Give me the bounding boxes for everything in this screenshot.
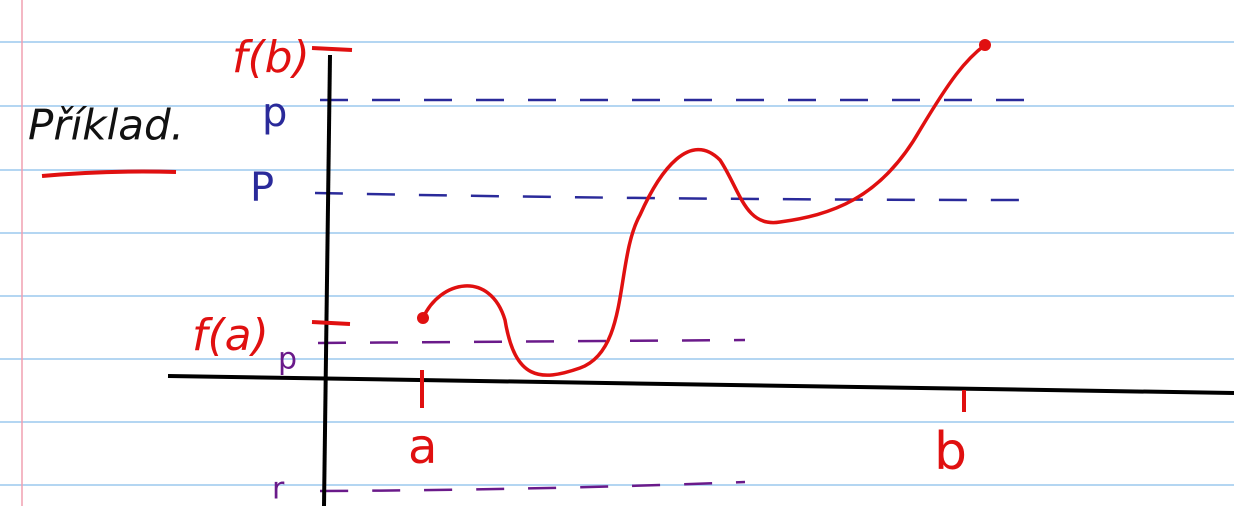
function-curve: [423, 45, 985, 375]
heading: Příklad.: [28, 101, 184, 150]
label-b: b: [934, 422, 967, 482]
label-f-b: f(b): [232, 32, 310, 83]
label-r: r: [272, 472, 285, 507]
label-p-low: p: [278, 342, 297, 377]
axes: [168, 48, 1234, 506]
label-f-a: f(a): [192, 310, 269, 361]
notebook-page: Příklad. f(b) p P f(a) p r a b: [0, 0, 1234, 506]
page: Příklad. f(b) p P f(a) p r a b (() => { …: [0, 0, 1234, 506]
start-point: [417, 312, 429, 324]
label-p-mid: P: [250, 165, 274, 211]
end-point: [979, 39, 991, 51]
label-p-top: p: [262, 90, 287, 136]
heading-underline: [42, 172, 176, 177]
label-a: a: [408, 419, 437, 475]
ruled-lines: [0, 42, 1234, 485]
